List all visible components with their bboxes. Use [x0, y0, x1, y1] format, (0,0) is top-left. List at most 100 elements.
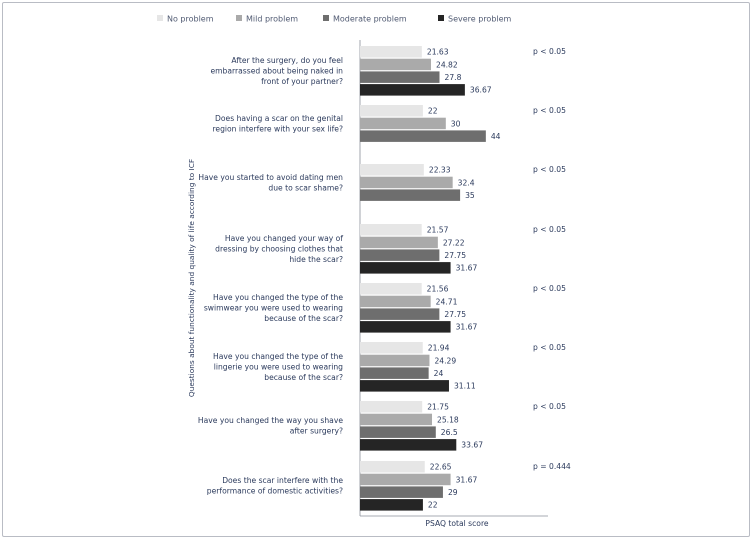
bar	[360, 342, 423, 354]
bar	[360, 486, 443, 498]
bar-value-label: 25.18	[437, 415, 459, 424]
p-value-label: p < 0.05	[533, 343, 566, 352]
bar	[360, 224, 422, 236]
bar-value-label: 21.57	[427, 226, 449, 235]
bar-value-label: 26.5	[441, 428, 458, 437]
category-label: Have you changed your way of	[225, 234, 343, 243]
bar	[360, 262, 451, 274]
bar-value-label: 33.67	[461, 441, 483, 450]
legend-swatch	[236, 15, 242, 21]
bar-value-label: 31.11	[454, 382, 476, 391]
category-label: Does having a scar on the genital	[215, 114, 343, 123]
category-label: Have you changed the type of the	[213, 293, 343, 302]
bar	[360, 249, 440, 261]
bar	[360, 439, 457, 451]
bar-value-label: 27.75	[444, 310, 466, 319]
bar	[360, 71, 440, 83]
category-label: because of the scar?	[264, 314, 343, 323]
bar-value-label: 21.63	[427, 48, 449, 57]
category-label: embarrassed about being naked in	[210, 66, 343, 75]
bar-value-label: 21.75	[427, 403, 449, 412]
p-value-label: p < 0.05	[533, 165, 566, 174]
category-label: Have you started to avoid dating men	[198, 173, 343, 182]
bar-value-label: 27.75	[444, 251, 466, 260]
bar-value-label: 29	[448, 488, 458, 497]
bar-value-label: 22.33	[429, 166, 451, 175]
bar-value-label: 30	[451, 119, 461, 128]
bar	[360, 130, 486, 142]
category-label: performance of domestic activities?	[207, 487, 343, 496]
y-axis-title: Questions about functionality and qualit…	[187, 159, 196, 397]
bar	[360, 499, 423, 511]
bar	[360, 105, 423, 117]
bar-value-label: 22	[428, 107, 438, 116]
bar-value-label: 32.4	[458, 178, 475, 187]
bar	[360, 401, 423, 413]
legend-swatch	[323, 15, 329, 21]
p-value-label: p < 0.05	[533, 225, 566, 234]
category-label: region interfere with your sex life?	[212, 124, 343, 133]
bar	[360, 117, 446, 130]
category-label: front of your partner?	[261, 77, 343, 86]
bar-value-label: 21.56	[427, 285, 449, 294]
legend-swatch	[438, 15, 444, 21]
bar-value-label: 31.67	[456, 323, 478, 332]
category-label: swimwear you were used to wearing	[204, 303, 343, 312]
bar-value-label: 27.22	[443, 238, 465, 247]
bar	[360, 176, 453, 189]
bar	[360, 321, 451, 333]
p-value-label: p = 0.444	[533, 462, 571, 471]
bar	[360, 426, 436, 438]
bar	[360, 295, 431, 308]
bar-value-label: 27.8	[445, 73, 462, 82]
bar	[360, 354, 430, 367]
bar-value-label: 31.67	[456, 475, 478, 484]
category-label: due to scar shame?	[268, 183, 343, 192]
bar-value-label: 22.65	[430, 463, 452, 472]
bar	[360, 461, 425, 473]
category-label: because of the scar?	[264, 373, 343, 382]
bar-value-label: 24.71	[436, 297, 458, 306]
category-label: after surgery?	[290, 427, 343, 436]
bar	[360, 380, 449, 392]
bar	[360, 164, 424, 176]
category-label: Does the scar interfere with the	[222, 476, 343, 485]
category-label: dressing by choosing clothes that	[215, 244, 343, 253]
bar-value-label: 44	[491, 132, 501, 141]
bar-value-label: 24.29	[434, 356, 456, 365]
bar	[360, 413, 433, 426]
bar-value-label: 21.94	[428, 344, 450, 353]
legend-label: Mild problem	[246, 15, 298, 24]
bar	[360, 58, 431, 71]
bar	[360, 236, 438, 249]
p-value-label: p < 0.05	[533, 284, 566, 293]
bar	[360, 283, 422, 295]
legend-label: No problem	[167, 15, 214, 24]
legend-swatch	[157, 15, 163, 21]
bar	[360, 473, 451, 486]
bar-value-label: 24.82	[436, 60, 458, 69]
bar-value-label: 35	[465, 191, 475, 200]
category-label: hide the scar?	[289, 255, 343, 264]
bar	[360, 84, 465, 96]
category-label: Have you changed the way you shave	[198, 416, 343, 425]
bar-value-label: 36.67	[470, 86, 492, 95]
category-label: lingerie you were used to wearing	[214, 362, 343, 371]
bar	[360, 367, 429, 379]
bar	[360, 46, 422, 58]
p-value-label: p < 0.05	[533, 402, 566, 411]
bar-value-label: 31.67	[456, 264, 478, 273]
category-label: After the surgery, do you feel	[231, 56, 343, 65]
category-label: Have you changed the type of the	[213, 352, 343, 361]
legend-label: Moderate problem	[333, 15, 407, 24]
bar-value-label: 22	[428, 501, 438, 510]
p-value-label: p < 0.05	[533, 47, 566, 56]
bar	[360, 189, 461, 201]
bar-value-label: 24	[434, 369, 444, 378]
legend-label: Severe problem	[448, 15, 512, 24]
bar	[360, 308, 440, 320]
p-value-label: p < 0.05	[533, 106, 566, 115]
x-axis-title: PSAQ total score	[425, 519, 489, 528]
